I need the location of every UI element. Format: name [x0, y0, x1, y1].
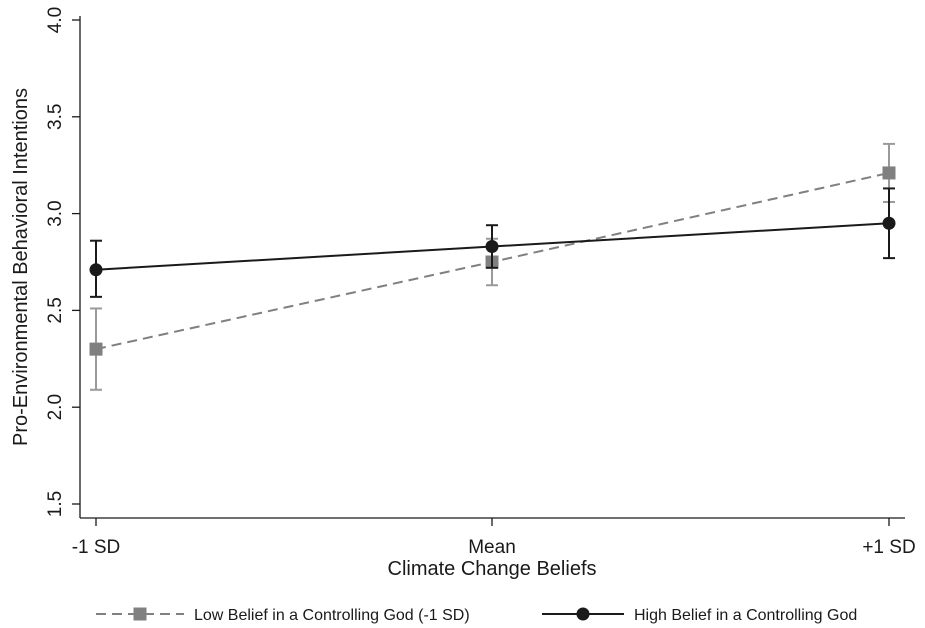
legend-circle-marker: [576, 607, 590, 621]
high-belief-series: [89, 187, 896, 298]
axes: 1.5 2.0 2.5 3.0 3.5 4.0 -1 SD Mean +1 SD: [45, 7, 916, 558]
high-belief-marker: [485, 240, 499, 254]
y-axis-title: Pro-Environmental Behavioral Intentions: [10, 88, 32, 446]
x-axis-title: Climate Change Beliefs: [388, 558, 597, 580]
y-tick-label: 2.5: [45, 297, 66, 323]
y-tick-label: 1.5: [45, 491, 66, 517]
legend-square-marker: [133, 607, 147, 621]
low-belief-marker: [882, 166, 896, 180]
legend-item-low-belief: Low Belief in a Controlling God (-1 SD): [96, 607, 470, 624]
y-ticks: 1.5 2.0 2.5 3.0 3.5 4.0: [45, 7, 80, 517]
legend-item-high-belief: High Belief in a Controlling God: [542, 607, 857, 624]
legend-label: Low Belief in a Controlling God (-1 SD): [194, 607, 470, 624]
legend: Low Belief in a Controlling God (-1 SD) H…: [96, 607, 857, 624]
series-layer: [89, 142, 896, 391]
x-ticks: -1 SD Mean +1 SD: [72, 518, 916, 558]
high-belief-marker: [89, 263, 103, 277]
high-belief-marker: [882, 216, 896, 230]
legend-label: High Belief in a Controlling God: [634, 607, 857, 624]
x-tick-label: +1 SD: [862, 537, 915, 558]
y-tick-label: 4.0: [45, 7, 66, 33]
x-tick-label: Mean: [468, 537, 516, 558]
y-tick-label: 3.0: [45, 200, 66, 226]
x-tick-label: -1 SD: [72, 537, 121, 558]
y-tick-label: 2.0: [45, 394, 66, 420]
y-tick-label: 3.5: [45, 104, 66, 130]
low-belief-marker: [89, 342, 103, 356]
